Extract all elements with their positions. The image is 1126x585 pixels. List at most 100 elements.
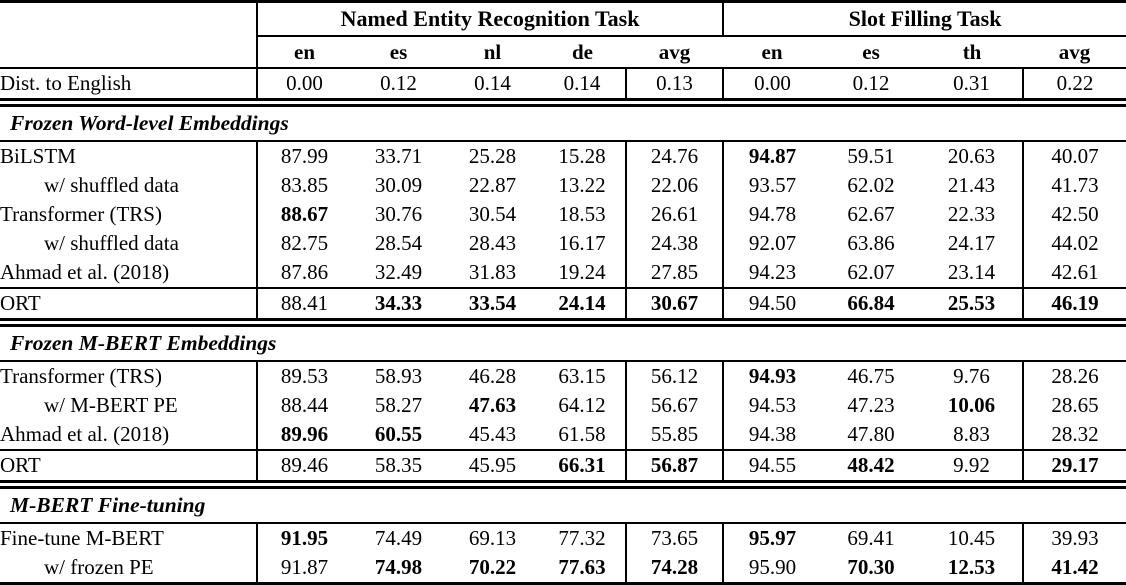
language-header-row: en es nl de avg en es th avg: [0, 36, 1126, 69]
row-label: w/ shuffled data: [0, 171, 258, 200]
value-cell: 94.38: [722, 420, 822, 450]
table-row: w/ shuffled data 83.85 30.09 22.87 13.22 22.0…: [0, 171, 1126, 200]
section-header-row: Frozen M-BERT Embeddings: [0, 318, 1126, 362]
group-header-slot-filling: Slot Filling Task: [722, 1, 1126, 37]
table-row: w/ shuffled data 82.75 28.54 28.43 16.17 24.3…: [0, 229, 1126, 258]
value-cell: 46.19: [1022, 287, 1126, 323]
value-cell: 61.58: [558, 422, 606, 446]
col-header-sf-th: th: [921, 36, 1024, 69]
value-cell: 21.43: [947, 173, 996, 197]
value-cell: 89.53: [256, 361, 351, 391]
value-cell: 58.27: [374, 393, 423, 417]
value-cell: 91.95: [256, 523, 351, 553]
value-cell: 23.14: [947, 260, 996, 284]
table-row: Fine-tune M-BERT 91.95 74.49 69.13 77.32 73.6…: [0, 523, 1126, 553]
value-cell: 62.67: [847, 202, 895, 226]
value-cell: 13.22: [558, 173, 606, 197]
value-cell: 74.49: [374, 526, 423, 550]
table-row: w/ M-BERT PE 88.44 58.27 47.63 64.12 56.67 94.…: [0, 391, 1126, 420]
value-cell: 55.85: [624, 420, 724, 450]
value-cell: 9.92: [921, 449, 1024, 485]
value-cell: 64.12: [558, 393, 606, 417]
value-cell: 94.23: [722, 258, 822, 288]
value-cell: 15.28: [558, 144, 606, 168]
value-cell: 94.53: [722, 391, 822, 420]
value-cell: 94.87: [722, 141, 822, 171]
value-cell: 58.35: [351, 449, 446, 485]
value-cell: 46.75: [847, 364, 895, 388]
value-cell: 24.38: [624, 229, 724, 258]
value-cell: 31.83: [468, 260, 517, 284]
value-cell: 63.86: [847, 231, 895, 255]
value-cell: 88.67: [256, 200, 351, 229]
value-cell: 94.78: [722, 200, 822, 229]
value-cell: 0.12: [380, 71, 417, 95]
value-cell: 33.54: [446, 287, 539, 323]
value-cell: 0.00: [722, 68, 822, 103]
value-cell: 28.54: [374, 231, 423, 255]
value-cell: 0.31: [953, 71, 990, 95]
value-cell: 63.15: [558, 364, 606, 388]
value-cell: 66.31: [539, 449, 626, 485]
value-cell: 24.14: [539, 287, 626, 323]
col-header-sf-es: es: [821, 36, 922, 69]
value-cell: 0.14: [474, 71, 511, 95]
value-cell: 89.46: [256, 449, 351, 485]
value-cell: 12.53: [947, 555, 996, 579]
value-cell: 45.43: [468, 422, 517, 446]
value-cell: 8.83: [953, 422, 990, 446]
value-cell: 0.00: [256, 68, 351, 103]
value-cell: 24.76: [624, 141, 724, 171]
row-label: w/ shuffled data: [0, 229, 258, 258]
table-header: Named Entity Recognition Task Slot Filli…: [0, 1, 1126, 69]
value-cell: 94.55: [722, 449, 822, 485]
value-cell: 69.41: [847, 526, 895, 550]
row-label: Transformer (TRS): [0, 361, 258, 391]
value-cell: 87.86: [256, 258, 351, 288]
value-cell: 47.80: [847, 422, 895, 446]
value-cell: 30.09: [374, 173, 423, 197]
value-cell: 25.53: [921, 287, 1024, 323]
value-cell: 30.76: [374, 202, 423, 226]
value-cell: 0.22: [1022, 68, 1126, 103]
value-cell: 22.33: [947, 202, 996, 226]
value-cell: 0.12: [852, 71, 890, 95]
value-cell: 33.71: [374, 144, 423, 168]
value-cell: 19.24: [558, 260, 606, 284]
value-cell: 94.50: [722, 287, 822, 323]
value-cell: 0.14: [563, 71, 601, 95]
value-cell: 26.61: [624, 200, 724, 229]
col-header-ner-es: es: [351, 36, 446, 69]
section-title: M-BERT Fine-tuning: [0, 480, 1126, 524]
row-label: BiLSTM: [0, 141, 258, 171]
value-cell: 59.51: [847, 144, 895, 168]
group-header-ner: Named Entity Recognition Task: [255, 1, 724, 37]
row-label: w/ frozen PE: [0, 553, 258, 584]
section-title: Frozen Word-level Embeddings: [0, 98, 1126, 142]
row-label: Fine-tune M-BERT: [0, 523, 258, 553]
value-cell: 24.17: [947, 231, 996, 255]
value-cell: 10.06: [947, 393, 996, 417]
value-cell: 27.85: [624, 258, 724, 288]
value-cell: 30.54: [468, 202, 517, 226]
value-cell: 62.07: [847, 260, 895, 284]
row-label: ORT: [0, 449, 258, 485]
col-header-ner-de: de: [539, 36, 626, 69]
table-row: Transformer (TRS) 89.53 58.93 46.28 63.15 56.…: [0, 361, 1126, 391]
value-cell: 83.85: [256, 171, 351, 200]
value-cell: 74.28: [624, 553, 724, 584]
table-row: Transformer (TRS) 88.67 30.76 30.54 18.53 26.…: [0, 200, 1126, 229]
value-cell: 34.33: [351, 287, 446, 323]
value-cell: 95.90: [722, 553, 822, 584]
value-cell: 60.55: [374, 422, 423, 446]
value-cell: 69.13: [468, 526, 517, 550]
value-cell: 88.41: [256, 287, 351, 323]
section-title: Frozen M-BERT Embeddings: [0, 318, 1126, 362]
value-cell: 41.73: [1022, 171, 1126, 200]
value-cell: 62.02: [847, 173, 895, 197]
value-cell: 66.84: [821, 287, 922, 323]
value-cell: 39.93: [1022, 523, 1126, 553]
value-cell: 70.22: [468, 555, 517, 579]
